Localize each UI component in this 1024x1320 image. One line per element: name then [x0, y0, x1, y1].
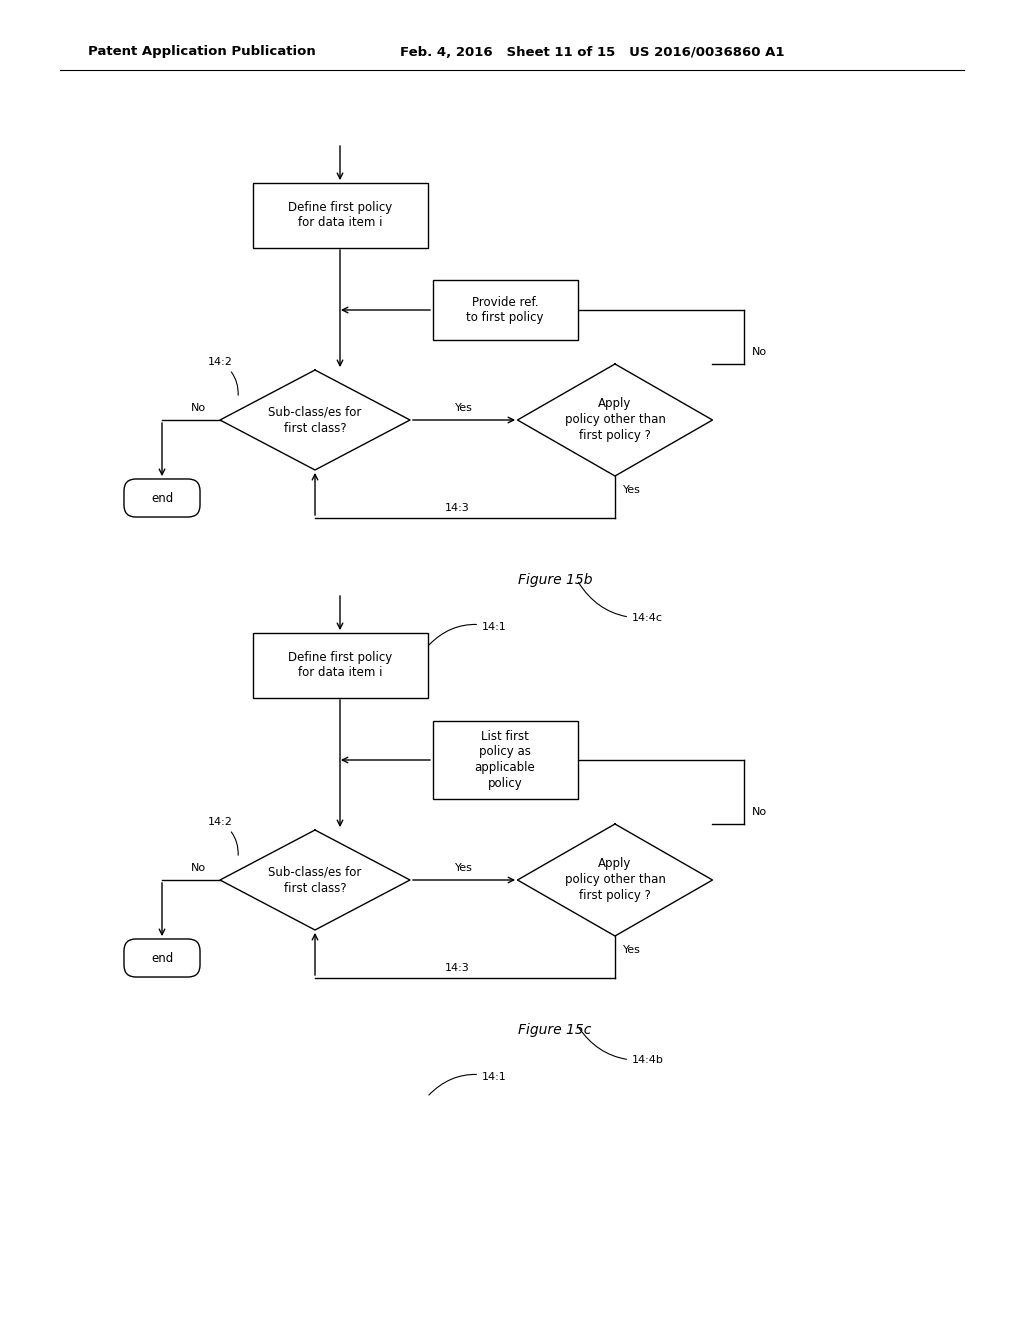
Text: No: No: [752, 347, 767, 356]
Text: No: No: [190, 403, 206, 413]
FancyBboxPatch shape: [124, 939, 200, 977]
Text: 14:1: 14:1: [429, 1072, 507, 1096]
Text: Feb. 4, 2016   Sheet 11 of 15   US 2016/0036860 A1: Feb. 4, 2016 Sheet 11 of 15 US 2016/0036…: [400, 45, 784, 58]
Text: Yes: Yes: [623, 945, 641, 954]
Text: Figure 15c: Figure 15c: [518, 1023, 592, 1038]
Text: 14:1: 14:1: [429, 622, 507, 645]
FancyBboxPatch shape: [124, 479, 200, 517]
Polygon shape: [220, 370, 410, 470]
Text: 14:4c: 14:4c: [579, 582, 663, 623]
Polygon shape: [220, 830, 410, 931]
FancyBboxPatch shape: [253, 632, 427, 697]
Text: Apply
policy other than
first policy ?: Apply policy other than first policy ?: [564, 397, 666, 442]
Text: Sub-class/es for
first class?: Sub-class/es for first class?: [268, 405, 361, 434]
Text: Define first policy
for data item i: Define first policy for data item i: [288, 201, 392, 230]
Text: No: No: [752, 807, 767, 817]
Text: Yes: Yes: [455, 403, 473, 413]
FancyBboxPatch shape: [432, 721, 578, 799]
Text: List first
policy as
applicable
policy: List first policy as applicable policy: [475, 730, 536, 791]
Text: 14:2: 14:2: [208, 356, 239, 395]
Text: 14:2: 14:2: [208, 817, 239, 855]
Text: Define first policy
for data item i: Define first policy for data item i: [288, 651, 392, 680]
Text: Yes: Yes: [455, 863, 473, 873]
Text: end: end: [151, 952, 173, 965]
Text: 14:3: 14:3: [445, 503, 470, 513]
Text: Patent Application Publication: Patent Application Publication: [88, 45, 315, 58]
FancyBboxPatch shape: [432, 280, 578, 341]
Text: Provide ref.
to first policy: Provide ref. to first policy: [466, 296, 544, 325]
Text: No: No: [190, 863, 206, 873]
FancyBboxPatch shape: [253, 182, 427, 248]
Text: Sub-class/es for
first class?: Sub-class/es for first class?: [268, 866, 361, 895]
Text: 14:3: 14:3: [445, 964, 470, 973]
Polygon shape: [517, 824, 713, 936]
Text: Apply
policy other than
first policy ?: Apply policy other than first policy ?: [564, 858, 666, 903]
Text: Yes: Yes: [623, 484, 641, 495]
Text: end: end: [151, 491, 173, 504]
Polygon shape: [517, 364, 713, 477]
Text: 14:4b: 14:4b: [579, 1027, 664, 1065]
Text: Figure 15b: Figure 15b: [518, 573, 592, 587]
